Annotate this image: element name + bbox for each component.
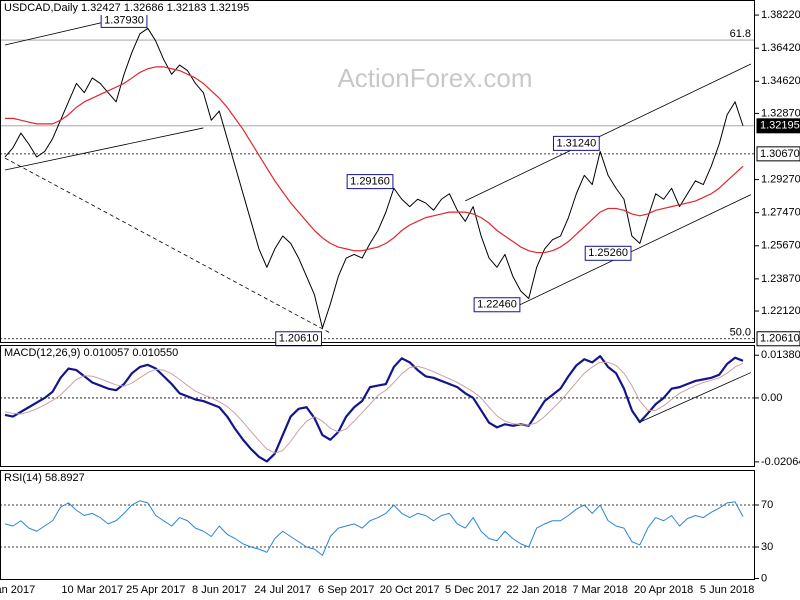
trend-line — [4, 127, 204, 171]
axis-label: 1.20610 — [760, 333, 800, 345]
y-tick-label: -0.020648 — [761, 456, 800, 468]
annotation: 1.20610 — [279, 333, 319, 345]
annotation: 1.22460 — [477, 299, 517, 311]
panel-frame — [0, 0, 755, 343]
y-tick-label: 1.22120 — [761, 305, 800, 317]
annotation: 1.37930 — [104, 14, 144, 26]
title-bg — [1, 471, 88, 485]
x-tick-label: 25 Jan 2017 — [0, 584, 35, 596]
axis-label-box — [756, 331, 800, 347]
x-tick-label: 25 Apr 2017 — [126, 584, 185, 596]
axis-label: 1.30670 — [760, 148, 800, 160]
y-tick-label: 1.38220 — [761, 9, 800, 21]
panel-frame — [0, 470, 755, 580]
axis-label: 1.32195 — [760, 120, 800, 132]
annotation-box — [584, 245, 632, 261]
annotation: 1.25260 — [588, 247, 628, 259]
title-bg — [1, 1, 253, 15]
level-label: 61.8 — [730, 28, 751, 40]
axis-label-box — [756, 146, 800, 162]
annotation: 1.29160 — [350, 176, 390, 188]
annotation-box — [473, 297, 521, 313]
series-line — [5, 66, 744, 254]
x-tick-label: 8 Jun 2017 — [192, 584, 246, 596]
level-label: 50.0 — [730, 327, 751, 339]
x-tick-label: 20 Oct 2017 — [380, 584, 440, 596]
x-tick-label: 6 Sep 2017 — [318, 584, 374, 596]
panel — [0, 355, 755, 463]
panel-frame — [0, 345, 755, 467]
y-tick-label: 70 — [761, 499, 773, 511]
axis-label-box — [756, 118, 800, 134]
series-line — [4, 27, 744, 329]
trend-line — [639, 372, 752, 423]
y-tick-label: 1.25670 — [761, 240, 800, 252]
title-bg — [1, 346, 182, 360]
y-tick-label: 0 — [761, 572, 767, 584]
trend-line — [465, 63, 752, 202]
annotation-box — [552, 135, 600, 151]
panel-title: USDCAD,Daily 1.32427 1.32686 1.32183 1.3… — [4, 2, 249, 14]
y-tick-label: 1.29270 — [761, 173, 800, 185]
x-tick-label: 20 Apr 2018 — [634, 584, 693, 596]
series-line — [4, 361, 744, 454]
annotation: 1.31240 — [556, 137, 596, 149]
y-tick-label: 1.32870 — [761, 107, 800, 119]
series-line — [4, 500, 744, 556]
panel — [0, 11, 755, 340]
y-tick-label: 0.013802 — [761, 349, 800, 361]
x-tick-label: 24 Jul 2017 — [254, 584, 311, 596]
x-tick-label: 5 Dec 2017 — [445, 584, 501, 596]
y-tick-label: 1.36420 — [761, 42, 800, 54]
y-tick-label: 30 — [761, 541, 773, 553]
x-tick-label: 7 Mar 2018 — [572, 584, 628, 596]
y-tick-label: 1.27470 — [761, 207, 800, 219]
x-tick-label: 22 Jan 2018 — [506, 584, 567, 596]
watermark: ActionForex.com — [337, 63, 532, 93]
panel — [0, 500, 755, 556]
series-line — [4, 355, 744, 463]
panel-title: RSI(14) 58.8927 — [4, 472, 85, 484]
trend-line — [4, 157, 331, 334]
y-tick-label: 0.00 — [761, 392, 782, 404]
panel-title: MACD(12,26,9) 0.010057 0.010550 — [4, 347, 178, 359]
annotation-box — [346, 174, 394, 190]
x-tick-label: 10 Mar 2017 — [61, 584, 123, 596]
y-tick-label: 1.23870 — [761, 273, 800, 285]
x-tick-label: 5 Jun 2018 — [700, 584, 754, 596]
y-tick-label: 1.34620 — [761, 75, 800, 87]
